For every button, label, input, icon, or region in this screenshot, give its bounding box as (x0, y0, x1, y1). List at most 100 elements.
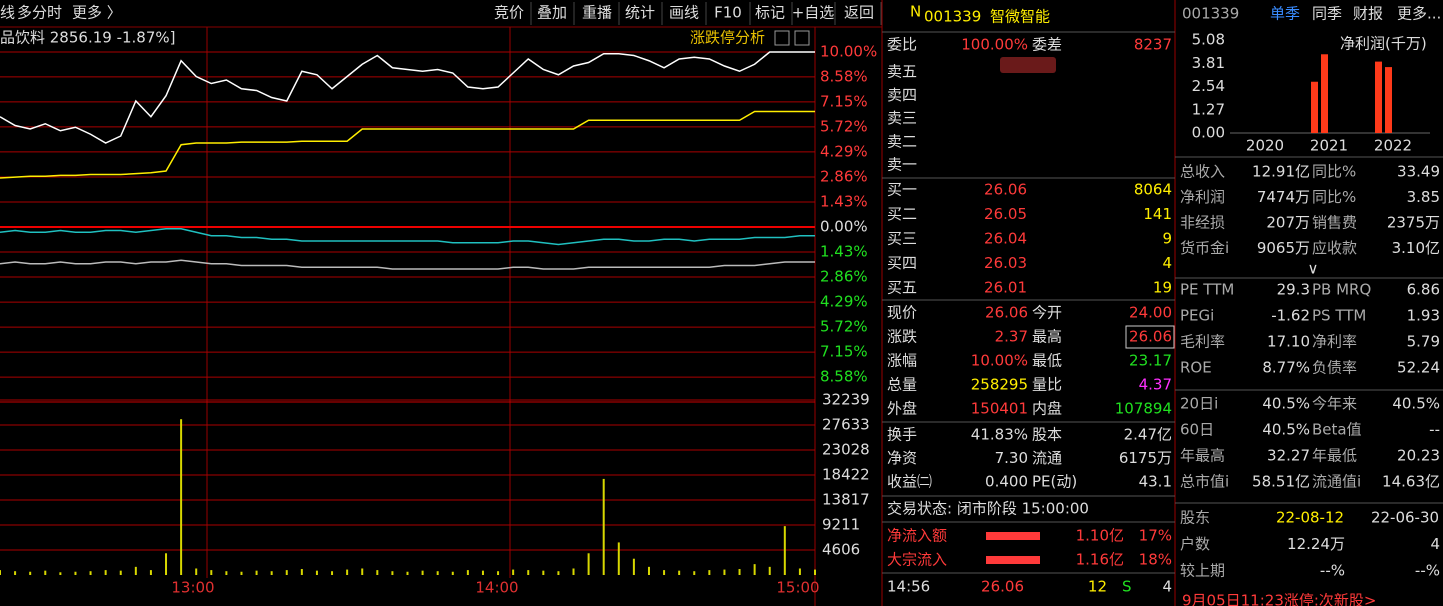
volume-bar (300, 569, 303, 575)
highlight-box (1125, 325, 1175, 349)
label: 换手 (887, 426, 917, 444)
line-average (0, 110, 815, 179)
label: 43.1 (1139, 473, 1172, 491)
toolbar-button[interactable]: 竞价 (494, 4, 524, 22)
volume-bar (753, 564, 756, 575)
volume-bar (798, 568, 801, 575)
tab[interactable]: 多分时 (17, 4, 62, 22)
x-tick-label: 14:00 (475, 579, 518, 597)
toolbar-button[interactable]: 返回 (844, 4, 874, 22)
label: 9065万 (1257, 239, 1310, 257)
label: 负债率 (1312, 359, 1357, 377)
toolbar-button[interactable]: +自选 (792, 4, 835, 22)
label: 23.17 (1129, 352, 1172, 370)
link[interactable]: 涨跌停分析 (690, 29, 765, 47)
toolbar-button[interactable]: 标记 (755, 4, 785, 22)
label: 买四 (887, 254, 917, 272)
label: 最低 (1032, 352, 1062, 370)
y-tick-label: 4.29% (820, 142, 868, 160)
tab[interactable]: 财报 (1353, 5, 1383, 23)
y-tick-label: 5.72% (820, 117, 868, 135)
label: 32.27 (1267, 447, 1310, 465)
label: PB MRQ (1312, 281, 1371, 299)
label: 量比 (1032, 376, 1062, 394)
label: 今年来 (1312, 395, 1357, 413)
volume-bar (59, 572, 62, 575)
label: 4 (1162, 254, 1172, 272)
label: 净流入额 (887, 527, 947, 545)
label: 流通 (1032, 449, 1062, 467)
icon[interactable] (794, 30, 810, 46)
label: 4.37 (1139, 376, 1172, 394)
bar (1385, 67, 1392, 133)
toolbar-button[interactable]: 叠加 (537, 4, 567, 22)
label: 7.30 (995, 449, 1028, 467)
toolbar-button[interactable]: 重播 (582, 4, 612, 22)
volume-bar (240, 571, 243, 575)
tab[interactable]: 更多 〉 (72, 4, 122, 22)
label: -- (1429, 421, 1440, 439)
volume-bar (814, 569, 816, 575)
toolbar-button[interactable]: 统计 (625, 4, 655, 22)
line-index1 (0, 228, 815, 246)
volume-bar (376, 570, 379, 575)
tab[interactable]: 单季 (1270, 5, 1300, 23)
tab[interactable]: 线 (0, 4, 15, 22)
label: 3.85 (1407, 188, 1440, 206)
volume-bar (29, 571, 32, 575)
label: 18% (1139, 551, 1172, 569)
volume-bar (0, 570, 1, 575)
volume-bar (270, 571, 273, 575)
label: 净利率 (1312, 333, 1357, 351)
label: 销售费 (1312, 214, 1357, 232)
toolbar-button[interactable]: F10 (714, 4, 742, 22)
label: PEGi (1180, 307, 1214, 325)
label: 毛利率 (1180, 333, 1225, 351)
label: 40.5% (1392, 395, 1440, 413)
expand[interactable]: ∨ (1308, 260, 1319, 278)
volume-bar (632, 558, 635, 575)
label: 外盘 (887, 400, 917, 418)
volume-bar (693, 571, 696, 575)
label: 20.23 (1397, 447, 1440, 465)
line-price (0, 51, 815, 144)
label: 20日i (1180, 395, 1218, 413)
label: 1.10亿 (1076, 527, 1124, 545)
volume-bar (391, 571, 394, 575)
volume-bar (512, 569, 515, 575)
label: S (1122, 578, 1132, 596)
label: 股本 (1032, 426, 1062, 444)
toolbar-button[interactable]: 画线 (669, 4, 699, 22)
label: 150401 (971, 400, 1028, 418)
label: 买一 (887, 181, 917, 199)
y-tick-label: 8.58% (820, 368, 868, 386)
label: 2375万 (1387, 214, 1440, 232)
label: --% (1320, 562, 1345, 580)
label: 141 (1143, 205, 1172, 223)
stock-name: 智微智能 (990, 8, 1050, 26)
label: 60日 (1180, 421, 1214, 439)
label: 26.06 (981, 578, 1024, 596)
label: 净资 (887, 449, 917, 467)
volume-bar (315, 570, 318, 575)
label: PS TTM (1312, 307, 1366, 325)
chart-title: 净利润(千万) (1340, 35, 1427, 53)
news[interactable]: 9月05日11:23涨停:次新股> (1182, 592, 1376, 606)
volume-bar (557, 571, 560, 575)
icon[interactable] (774, 30, 790, 46)
volume-bar (602, 478, 605, 575)
volume-bar (255, 570, 258, 575)
volume-bar (134, 566, 137, 575)
tab[interactable]: 同季 (1312, 5, 1342, 23)
label: 8064 (1134, 181, 1172, 199)
collapse-button[interactable] (1000, 57, 1056, 73)
label: 1.93 (1407, 307, 1440, 325)
label: 涨幅 (887, 352, 917, 370)
y-tick-label: 2.86% (820, 167, 868, 185)
label: 100.00% (961, 36, 1028, 54)
tab[interactable]: 更多... (1397, 5, 1441, 23)
label: 26.05 (984, 205, 1027, 223)
label: 40.5% (1262, 421, 1310, 439)
label: PE TTM (1180, 281, 1234, 299)
